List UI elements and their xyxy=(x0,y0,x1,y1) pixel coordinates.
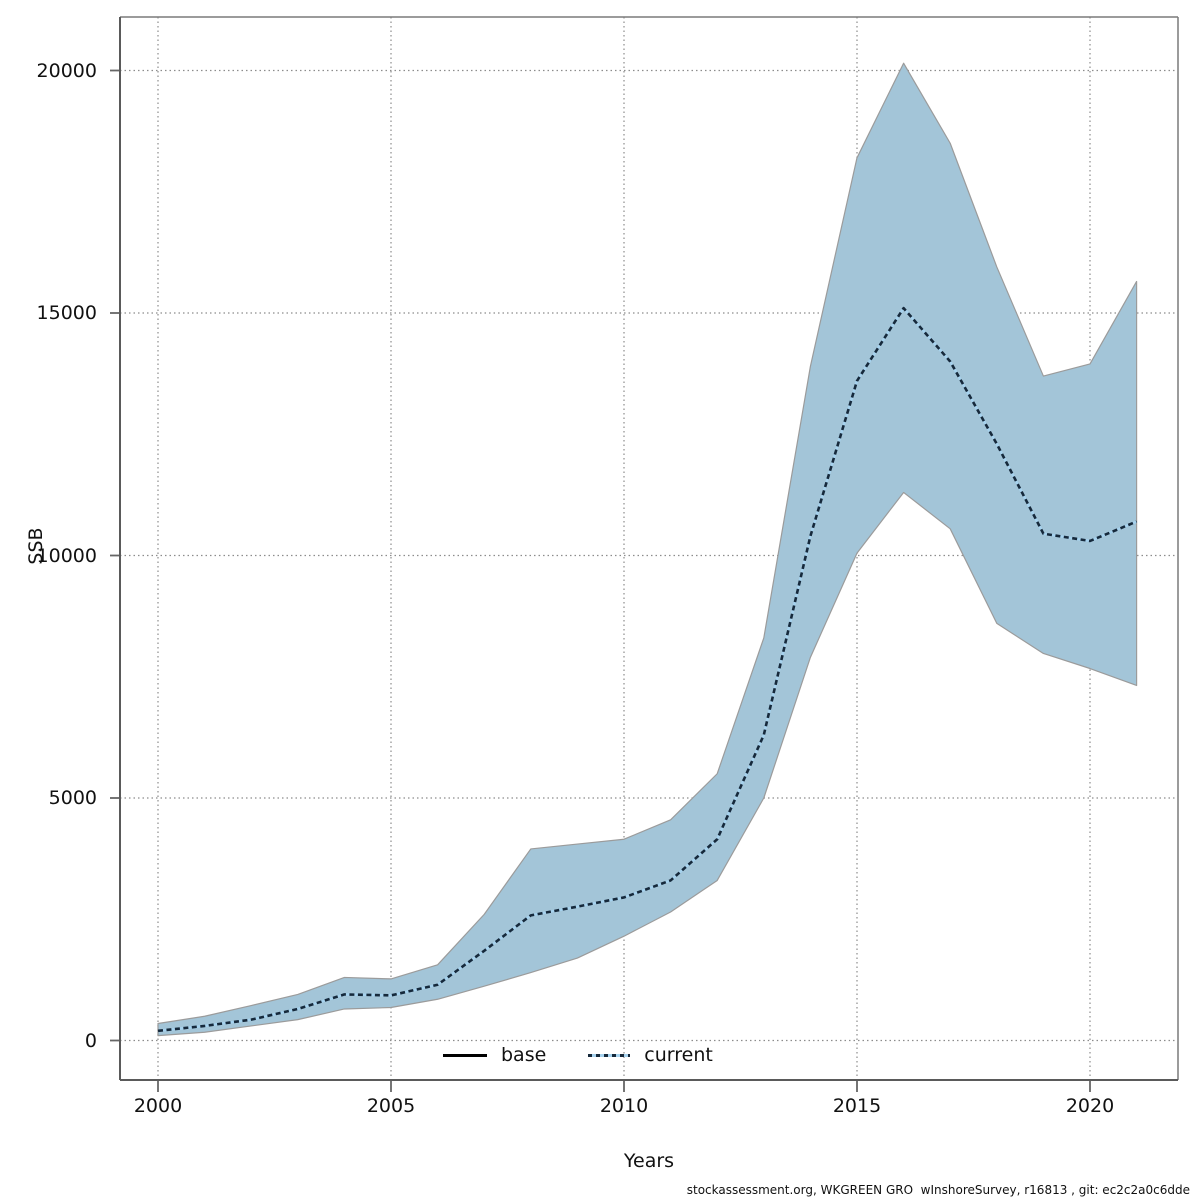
x-tick-label: 2020 xyxy=(1065,1095,1115,1117)
confidence-band xyxy=(157,62,1138,1037)
x-tick-label: 2010 xyxy=(599,1095,649,1117)
y-tick-label: 0 xyxy=(84,1029,97,1052)
legend-item-current: current xyxy=(588,1044,713,1066)
y-tick-label: 10000 xyxy=(36,544,97,567)
legend: base current xyxy=(443,1044,713,1066)
y-axis-title: SSB xyxy=(25,527,47,565)
x-tick-label: 2005 xyxy=(366,1095,416,1117)
x-tick-label: 2015 xyxy=(832,1095,882,1117)
current-line xyxy=(157,306,1138,1033)
y-tick-label: 15000 xyxy=(36,302,97,324)
legend-label-base: base xyxy=(501,1044,547,1066)
x-tick-label: 2000 xyxy=(133,1095,183,1117)
legend-label-current: current xyxy=(644,1044,713,1066)
current-line-key-icon xyxy=(588,1053,631,1057)
footer-credit: stockassessment.org, WKGREEN GRO wInshor… xyxy=(686,1183,1190,1197)
x-axis-title: Years xyxy=(623,1150,675,1172)
y-tick-label: 20000 xyxy=(36,59,97,82)
base-line-key-icon xyxy=(443,1053,487,1057)
y-tick-label: 5000 xyxy=(48,787,97,809)
legend-item-base: base xyxy=(443,1044,546,1066)
